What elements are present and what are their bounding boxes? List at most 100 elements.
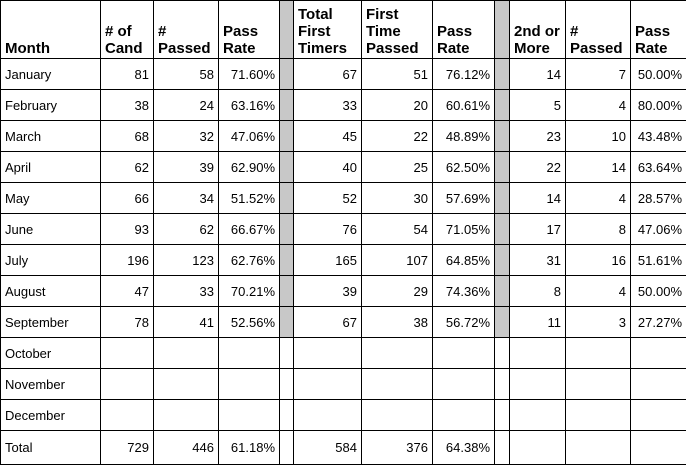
value-cell: 729 [100, 430, 154, 465]
month-cell: February [0, 89, 101, 121]
value-cell [565, 337, 631, 369]
value-cell: 67 [293, 58, 362, 90]
value-cell: 67 [293, 306, 362, 338]
value-cell: 40 [293, 151, 362, 183]
separator [279, 89, 294, 121]
value-cell: 38 [361, 306, 433, 338]
value-cell: 39 [153, 151, 219, 183]
value-cell: 58 [153, 58, 219, 90]
separator [279, 0, 294, 59]
value-cell: 8 [509, 275, 566, 307]
value-cell [293, 399, 362, 431]
separator [279, 337, 294, 369]
separator [494, 337, 510, 369]
value-cell [630, 399, 686, 431]
value-cell: 63.16% [218, 89, 280, 121]
month-cell: July [0, 244, 101, 276]
separator [494, 244, 510, 276]
value-cell: 80.00% [630, 89, 686, 121]
table-row: June 93 62 66.67% 76 54 71.05% 17 8 47.06% [0, 213, 686, 245]
value-cell [432, 399, 495, 431]
value-cell: 68 [100, 120, 154, 152]
value-cell: 51.61% [630, 244, 686, 276]
column-header: # Passed [565, 0, 631, 59]
value-cell: 52 [293, 182, 362, 214]
value-cell: 62.90% [218, 151, 280, 183]
month-cell: December [0, 399, 101, 431]
value-cell: 376 [361, 430, 433, 465]
value-cell: 50.00% [630, 58, 686, 90]
value-cell: 54 [361, 213, 433, 245]
month-cell: April [0, 151, 101, 183]
month-cell: Total [0, 430, 101, 465]
value-cell: 39 [293, 275, 362, 307]
separator [494, 430, 510, 465]
value-cell [630, 337, 686, 369]
value-cell [361, 399, 433, 431]
value-cell: 76.12% [432, 58, 495, 90]
value-cell: 17 [509, 213, 566, 245]
value-cell: 62 [153, 213, 219, 245]
value-cell [153, 368, 219, 400]
separator [279, 58, 294, 90]
value-cell [432, 337, 495, 369]
value-cell [153, 399, 219, 431]
value-cell: 446 [153, 430, 219, 465]
value-cell: 107 [361, 244, 433, 276]
separator [279, 368, 294, 400]
value-cell: 62.50% [432, 151, 495, 183]
table-row: December [0, 399, 686, 431]
separator [494, 151, 510, 183]
value-cell [293, 368, 362, 400]
separator [494, 399, 510, 431]
value-cell: 52.56% [218, 306, 280, 338]
value-cell [630, 430, 686, 465]
value-cell: 61.18% [218, 430, 280, 465]
value-cell [293, 337, 362, 369]
month-cell: November [0, 368, 101, 400]
value-cell: 14 [509, 182, 566, 214]
value-cell [432, 368, 495, 400]
value-cell: 41 [153, 306, 219, 338]
value-cell: 47 [100, 275, 154, 307]
header-row: Month # of Cand # Passed Pass Rate Total Fir… [0, 0, 686, 59]
value-cell: 10 [565, 120, 631, 152]
separator [494, 89, 510, 121]
separator [279, 306, 294, 338]
value-cell: 196 [100, 244, 154, 276]
value-cell: 14 [565, 151, 631, 183]
month-cell: June [0, 213, 101, 245]
value-cell: 70.21% [218, 275, 280, 307]
value-cell: 93 [100, 213, 154, 245]
value-cell: 38 [100, 89, 154, 121]
month-cell: September [0, 306, 101, 338]
value-cell: 584 [293, 430, 362, 465]
value-cell: 64.38% [432, 430, 495, 465]
separator [279, 244, 294, 276]
value-cell [100, 368, 154, 400]
column-header: 2nd or More [509, 0, 566, 59]
value-cell: 48.89% [432, 120, 495, 152]
month-cell: August [0, 275, 101, 307]
table-row: August 47 33 70.21% 39 29 74.36% 8 4 50.00% [0, 275, 686, 307]
value-cell: 25 [361, 151, 433, 183]
month-cell: March [0, 120, 101, 152]
separator [494, 120, 510, 152]
separator [494, 275, 510, 307]
value-cell: 74.36% [432, 275, 495, 307]
value-cell: 45 [293, 120, 362, 152]
value-cell: 33 [293, 89, 362, 121]
value-cell [218, 368, 280, 400]
value-cell [565, 430, 631, 465]
value-cell [509, 399, 566, 431]
value-cell: 43.48% [630, 120, 686, 152]
month-cell: January [0, 58, 101, 90]
value-cell: 8 [565, 213, 631, 245]
value-cell: 57.69% [432, 182, 495, 214]
separator [494, 368, 510, 400]
table-row: September 78 41 52.56% 67 38 56.72% 11 3 27.27% [0, 306, 686, 338]
value-cell: 27.27% [630, 306, 686, 338]
column-header: Month [0, 0, 101, 59]
value-cell [630, 368, 686, 400]
table-row: March 68 32 47.06% 45 22 48.89% 23 10 43.48% [0, 120, 686, 152]
